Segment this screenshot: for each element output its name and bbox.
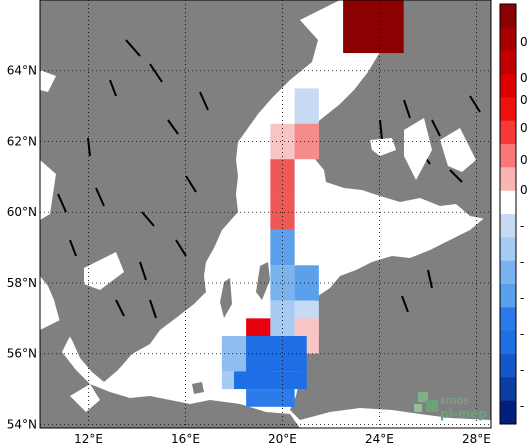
- island-sweden-2: [84, 252, 124, 290]
- land-oland: [220, 278, 232, 318]
- island-south-1: [70, 384, 100, 412]
- colorbar-tick-label: -: [520, 363, 524, 377]
- anomaly-cell-13: [221, 336, 247, 372]
- colorbar-frame: [499, 3, 517, 425]
- island-sweden-1: [40, 160, 56, 220]
- lon-tick-label: 12°E: [74, 432, 103, 446]
- lat-tick-label: 60°N: [7, 205, 37, 219]
- colorbar-tick-label: 0: [520, 93, 528, 107]
- anomaly-cell-6: [270, 229, 295, 266]
- anomaly-cell-9: [270, 300, 295, 337]
- colorbar-tick-label: 0: [520, 71, 528, 85]
- land-baltics: [290, 212, 491, 420]
- anomaly-cell-0: [343, 0, 404, 54]
- island-finland-3: [440, 128, 476, 172]
- island-sweden-3: [40, 70, 56, 92]
- colorbar-segment: [500, 354, 516, 378]
- longitude-labels: 12°E 16°E 20°E 24°E 28°E: [74, 432, 491, 446]
- coast-strokes: [57, 39, 481, 319]
- lat-tick-label: 58°N: [7, 276, 37, 290]
- colorbar-segment: [500, 307, 516, 332]
- colorbar-segment: [500, 27, 516, 52]
- smos-pimep-logo: smos pi-mep: [414, 392, 487, 421]
- colorbar-segment: [500, 260, 516, 285]
- anomaly-cell-3: [294, 123, 319, 160]
- lon-tick-label: 28°E: [462, 432, 491, 446]
- watermark-line1: smos: [440, 394, 469, 407]
- colorbar-segment: [500, 377, 516, 402]
- colorbar-labels: 0 0 0 0 0 0 - - - - - -: [520, 35, 528, 413]
- graticule: [40, 0, 491, 428]
- colorbar-segment: [500, 400, 516, 425]
- colorbar-segment: [500, 144, 516, 168]
- lat-tick-label: 56°N: [7, 347, 37, 361]
- colorbar-tick-label: -: [520, 219, 524, 233]
- island-finland-2: [404, 118, 432, 180]
- anomaly-cell-16: [233, 371, 307, 390]
- lat-tick-label: 62°N: [7, 134, 37, 148]
- colorbar-segment: [500, 284, 516, 308]
- lat-tick-label: 64°N: [7, 64, 37, 78]
- colorbar: [499, 3, 517, 425]
- lon-tick-label: 16°E: [171, 432, 200, 446]
- island-finland-1: [370, 138, 396, 156]
- anomaly-cells: [221, 0, 404, 407]
- colorbar-tick-label: -: [520, 255, 524, 269]
- colorbar-segment: [500, 330, 516, 355]
- lat-tick-label: 54°N: [7, 417, 37, 431]
- land-denmark: [40, 320, 300, 428]
- anomaly-cell-7: [270, 265, 295, 301]
- lon-tick-label: 24°E: [365, 432, 394, 446]
- island-south-2: [332, 254, 358, 270]
- anomaly-cell-18: [282, 389, 295, 407]
- colorbar-tick-label: -: [520, 327, 524, 341]
- colorbar-tick-label: 0: [520, 153, 528, 167]
- latitude-labels: 64°N 62°N 60°N 58°N 56°N 54°N: [7, 64, 37, 432]
- colorbar-segment: [500, 97, 516, 122]
- anomaly-cell-15: [221, 371, 234, 390]
- colorbar-segment: [500, 74, 516, 98]
- colorbar-segment: [500, 167, 516, 192]
- colorbar-segment: [500, 4, 516, 28]
- colorbar-segment: [500, 120, 516, 145]
- watermark-line2: pi-mep: [440, 407, 487, 421]
- land-gotland: [256, 262, 270, 300]
- colorbar-tick-label: -: [520, 399, 524, 413]
- land-bornholm: [192, 382, 204, 394]
- lon-tick-label: 20°E: [268, 432, 297, 446]
- colorbar-segment: [500, 214, 516, 238]
- anomaly-cell-1: [294, 88, 319, 124]
- colorbar-segment: [500, 190, 516, 215]
- colorbar-segment: [500, 237, 516, 262]
- anomaly-cell-8: [294, 265, 319, 301]
- colorbar-tick-label: 0: [520, 121, 528, 135]
- colorbar-tick-label: 0: [520, 183, 528, 197]
- map-frame: [39, 0, 492, 429]
- colorbar-tick-label: 0: [520, 35, 528, 49]
- land-finland: [306, 0, 491, 220]
- colorbar-segment: [500, 50, 516, 75]
- colorbar-tick-label: -: [520, 291, 524, 305]
